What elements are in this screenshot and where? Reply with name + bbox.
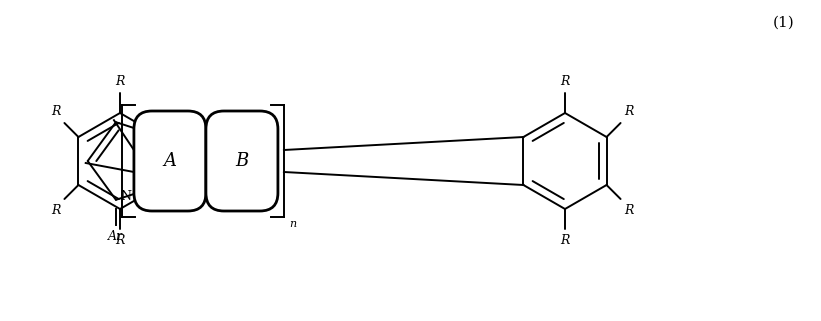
Text: (1): (1) [773, 16, 795, 30]
Text: n: n [289, 219, 296, 229]
Text: R: R [560, 75, 570, 88]
Text: N: N [120, 190, 131, 203]
Text: Ar: Ar [108, 230, 123, 243]
Text: R: R [115, 234, 125, 247]
Text: R: R [51, 105, 61, 118]
Text: R: R [625, 105, 634, 118]
Text: B: B [236, 152, 249, 170]
Text: R: R [560, 234, 570, 247]
Text: R: R [625, 204, 634, 217]
Text: A: A [163, 152, 177, 170]
FancyBboxPatch shape [134, 111, 206, 211]
FancyBboxPatch shape [206, 111, 278, 211]
Text: R: R [115, 75, 125, 88]
Text: R: R [51, 204, 61, 217]
